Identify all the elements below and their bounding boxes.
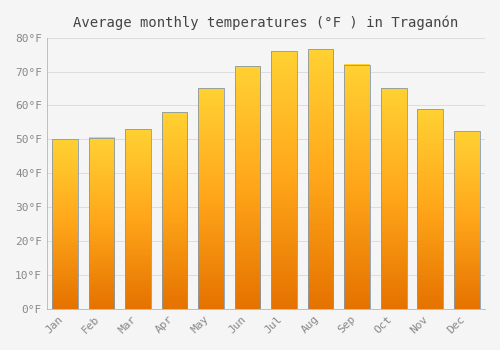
Bar [381, 89, 406, 309]
Title: Average monthly temperatures (°F ) in Traganón: Average monthly temperatures (°F ) in Tr… [74, 15, 458, 29]
Bar [308, 49, 334, 309]
Bar [126, 129, 151, 309]
Bar [89, 138, 114, 309]
Bar [344, 65, 370, 309]
Bar [235, 66, 260, 309]
Bar [418, 109, 443, 309]
Bar [272, 51, 297, 309]
Bar [162, 112, 188, 309]
Bar [454, 131, 479, 309]
Bar [198, 89, 224, 309]
Bar [52, 139, 78, 309]
